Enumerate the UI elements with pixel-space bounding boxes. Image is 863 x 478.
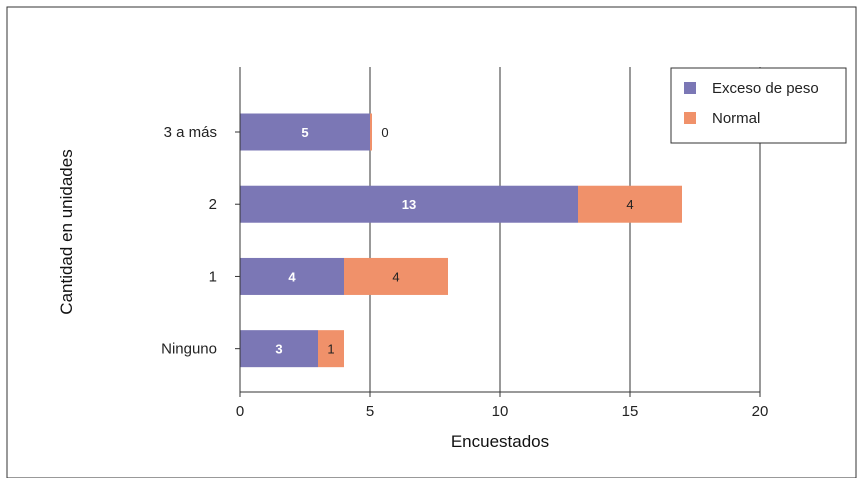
legend: Exceso de peso Normal — [670, 67, 847, 144]
bar-normal — [344, 257, 448, 295]
y-category-label: 3 a más — [164, 124, 217, 141]
data-label-exceso-de-peso: 5 — [301, 125, 308, 140]
y-axis-title: Cantidad en unidades — [57, 149, 76, 314]
data-label-exceso-de-peso: 4 — [288, 269, 296, 284]
data-label-normal: 4 — [392, 269, 399, 284]
legend-label: Exceso de peso — [712, 80, 819, 97]
legend-swatch — [684, 112, 696, 124]
y-category-label: 2 — [209, 196, 217, 213]
x-tick-label: 15 — [622, 403, 639, 420]
bars: 5 0 13 4 4 4 3 1 — [240, 113, 682, 368]
data-label-exceso-de-peso: 13 — [402, 197, 416, 212]
data-label-normal: 0 — [381, 125, 388, 140]
chart-frame — [6, 6, 857, 478]
x-axis-title: Encuestados — [451, 432, 549, 451]
legend-swatch — [684, 82, 696, 94]
data-label-exceso-de-peso: 3 — [275, 342, 282, 357]
legend-box — [670, 67, 847, 144]
bar-exceso-de-peso — [240, 185, 578, 223]
x-tick-label: 20 — [752, 403, 769, 420]
x-tick-label: 5 — [366, 403, 374, 420]
data-label-normal: 4 — [626, 197, 633, 212]
data-label-normal: 1 — [327, 342, 334, 357]
bar-exceso-de-peso — [240, 257, 344, 295]
bar-exceso-de-peso — [240, 330, 318, 368]
y-category-label: Ninguno — [161, 341, 217, 358]
x-tick-label: 10 — [492, 403, 509, 420]
x-tick-label: 0 — [236, 403, 244, 420]
bar-normal — [578, 185, 682, 223]
legend-label: Normal — [712, 110, 760, 127]
y-category-label: 1 — [209, 268, 217, 285]
bar-normal — [370, 113, 372, 151]
bar-exceso-de-peso — [240, 113, 370, 151]
bar-normal — [318, 330, 344, 368]
